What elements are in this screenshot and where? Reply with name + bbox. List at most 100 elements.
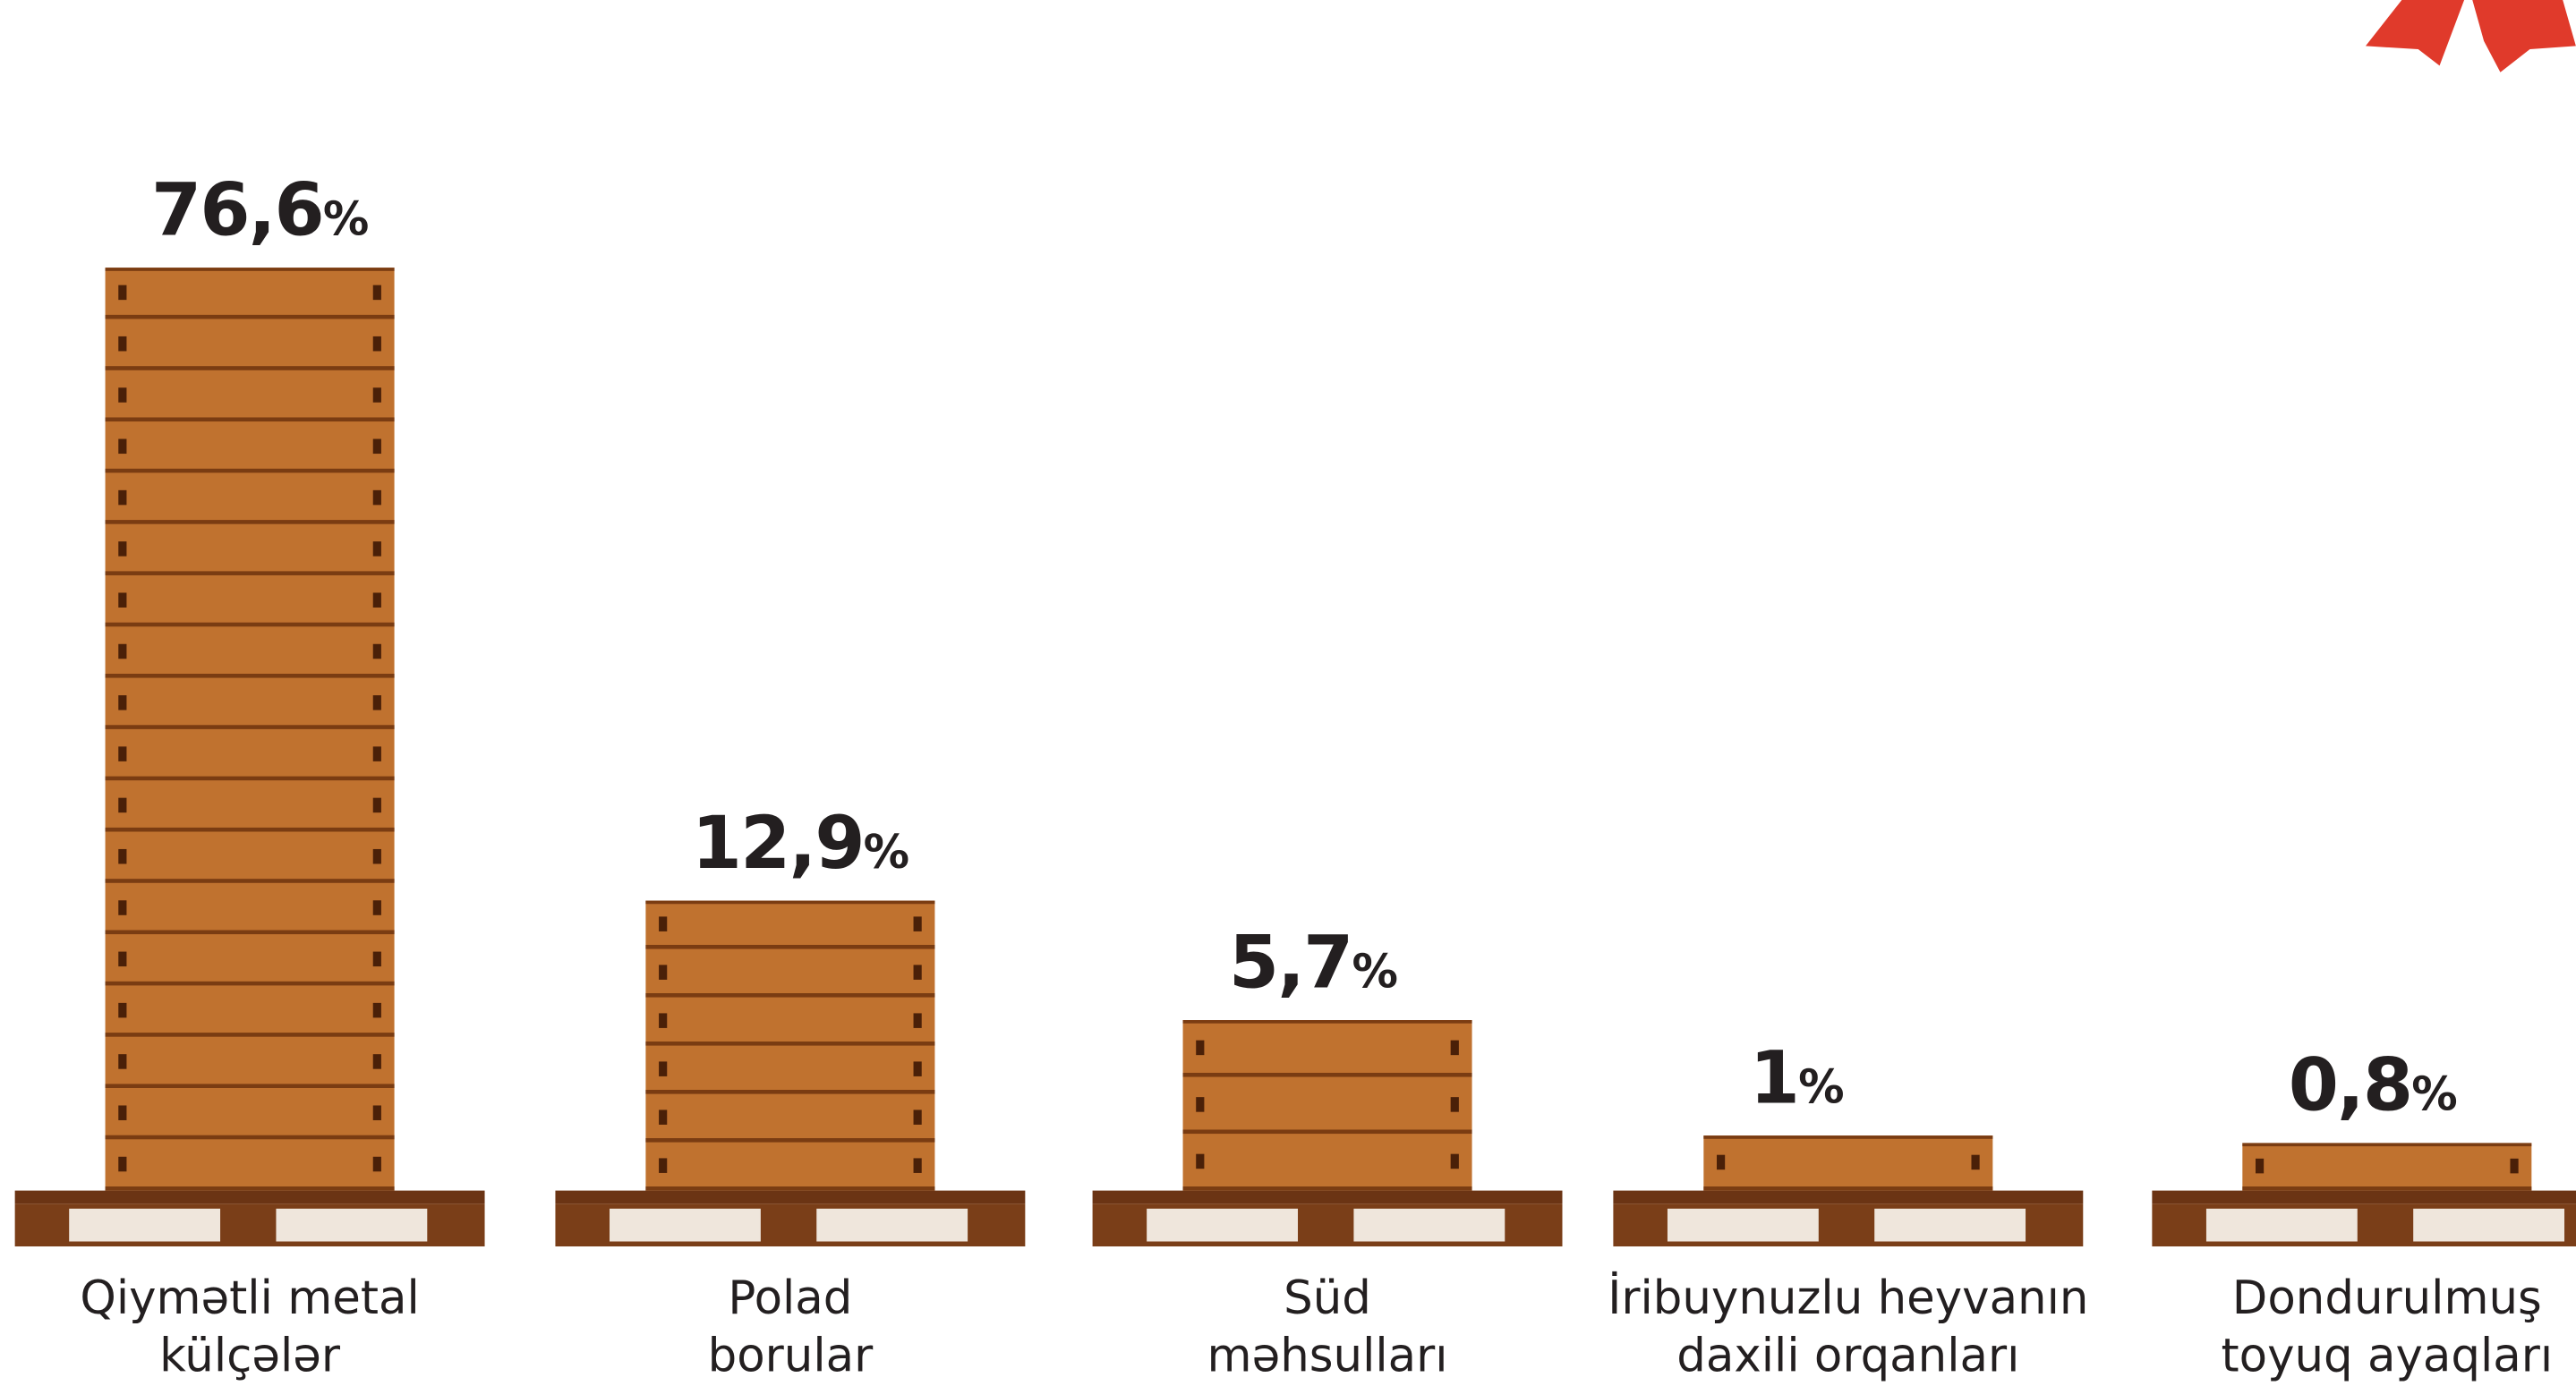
- crate-nail: [373, 336, 381, 352]
- crate-slat-line: [1703, 1186, 1992, 1191]
- value-label: 1%: [1750, 1036, 1843, 1120]
- crate-nail: [118, 952, 126, 967]
- crate-nail: [659, 1061, 667, 1076]
- crate-slat-line: [1183, 1129, 1472, 1134]
- crate-nail: [659, 1158, 667, 1173]
- crate-nail: [118, 541, 126, 557]
- crate-slat-line: [106, 1033, 395, 1037]
- crate-nail: [659, 1013, 667, 1028]
- value-unit: %: [2411, 1068, 2456, 1122]
- crate-slat-line: [106, 982, 395, 986]
- crate-nail: [914, 1013, 922, 1028]
- pallet-board: [1874, 1209, 2026, 1242]
- crate-slat-line: [106, 366, 395, 370]
- value-number: 12,9: [692, 802, 864, 886]
- crate-slat-line: [645, 1090, 934, 1094]
- crate-nail: [118, 592, 126, 608]
- value-label: 5,7%: [1229, 921, 1397, 1005]
- category-line: külçələr: [159, 1329, 341, 1382]
- crate-nail: [1451, 1041, 1459, 1056]
- crate-nail: [659, 965, 667, 980]
- value-label: 12,9%: [692, 802, 908, 886]
- crate-nail: [2510, 1159, 2518, 1174]
- bar: [1183, 1020, 1472, 1191]
- crate-slat-line: [645, 1186, 934, 1191]
- crate-top-line: [645, 901, 934, 905]
- value-number: 76,6: [151, 168, 323, 252]
- crate-nail: [118, 1054, 126, 1069]
- bar: [1703, 1135, 1992, 1190]
- pallet-top: [15, 1191, 485, 1204]
- crate-top-line: [1183, 1020, 1472, 1024]
- crate-slat-line: [106, 725, 395, 729]
- crate-nail: [373, 541, 381, 557]
- crate-slat-line: [1183, 1073, 1472, 1077]
- crate-nail: [118, 1105, 126, 1120]
- crate-nail: [373, 592, 381, 608]
- crate-slat-line: [106, 828, 395, 832]
- pallet-top: [555, 1191, 1025, 1204]
- crate-slat-line: [106, 1084, 395, 1088]
- ribbon-left: [2366, 0, 2464, 65]
- crate-nail: [1196, 1097, 1204, 1112]
- crate-slat-line: [106, 623, 395, 627]
- crate-nail: [1196, 1154, 1204, 1169]
- crate-nail: [2256, 1159, 2264, 1174]
- crate-top-line: [2242, 1143, 2531, 1146]
- pallet-board: [610, 1209, 761, 1242]
- crate-slat-line: [106, 674, 395, 678]
- pallet-board: [1353, 1209, 1505, 1242]
- crate-slat-line: [106, 315, 395, 319]
- page: {"chart_data": {"type": "bar", "categori…: [0, 0, 2576, 1386]
- crate-nail: [118, 387, 126, 403]
- crate-nail: [659, 916, 667, 931]
- value-unit: %: [1798, 1060, 1843, 1114]
- chart: 76,6%Qiymətli metalkülçələr12,9%Poladbor…: [0, 0, 2576, 1386]
- crate-slat-line: [106, 879, 395, 883]
- pallet-board: [276, 1209, 427, 1242]
- category-line: İribuynuzlu heyvanın: [1608, 1271, 2088, 1325]
- crate-slat-line: [2242, 1186, 2531, 1191]
- crate-nail: [118, 1157, 126, 1172]
- crate-slat-line: [106, 930, 395, 934]
- crate-nail: [118, 746, 126, 761]
- crate-nail: [914, 965, 922, 980]
- ribbon: [2366, 0, 2576, 72]
- value-unit: %: [864, 826, 908, 880]
- crate-slat-line: [645, 945, 934, 949]
- crate-top-line: [1703, 1135, 1992, 1139]
- crate-nail: [1971, 1155, 1979, 1170]
- crate-slat-line: [106, 520, 395, 524]
- crate-nail: [118, 1003, 126, 1018]
- crate-nail: [118, 439, 126, 455]
- crate-nail: [373, 1105, 381, 1120]
- crate-slat-line: [1183, 1186, 1472, 1191]
- value-unit: %: [1352, 945, 1396, 999]
- value-label: 0,8%: [2289, 1044, 2457, 1128]
- crate-slat-line: [645, 1042, 934, 1046]
- crate-nail: [118, 695, 126, 710]
- crate-nail: [118, 285, 126, 301]
- category-line: daxili orqanları: [1676, 1329, 2019, 1382]
- crate-nail: [373, 1157, 381, 1172]
- crate-top-line: [106, 268, 395, 271]
- crate-nail: [373, 900, 381, 915]
- crate-nail: [373, 490, 381, 506]
- crate-slat-line: [106, 777, 395, 781]
- category-line: toyuq ayaqları: [2222, 1329, 2554, 1382]
- crate-nail: [118, 798, 126, 813]
- pallet-board: [2206, 1209, 2358, 1242]
- crate-nail: [373, 644, 381, 659]
- category-line: Dondurulmuş: [2232, 1271, 2542, 1325]
- crate-nail: [373, 695, 381, 710]
- bar: [2242, 1143, 2531, 1190]
- crate-slat-line: [106, 1186, 395, 1191]
- pallet-board: [2413, 1209, 2564, 1242]
- crate-slat-line: [645, 1138, 934, 1143]
- category-line: Polad: [728, 1271, 852, 1325]
- value-unit: %: [323, 192, 368, 246]
